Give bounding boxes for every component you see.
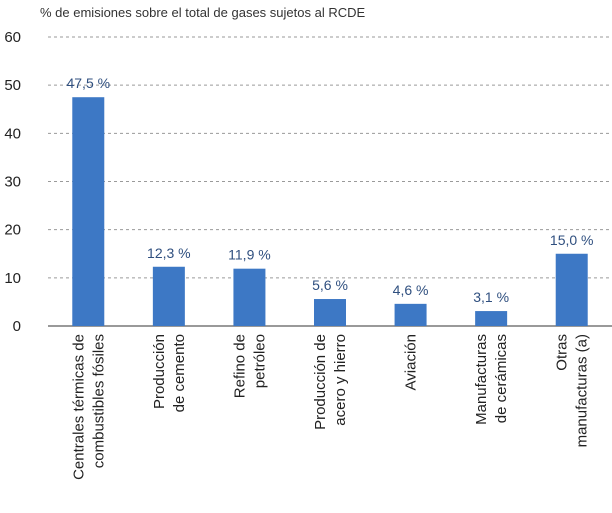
data-label: 5,6 % [312, 277, 348, 293]
category-label-line: Producción [151, 334, 168, 409]
category-label: Manufacturas de cerámicas [473, 334, 510, 425]
category-label-line: de cerámicas [493, 334, 510, 423]
category-label-line: acero y hierro [332, 334, 349, 426]
y-axis-label: % de emisiones sobre el total de gases s… [40, 5, 365, 20]
y-tick-label: 0 [13, 318, 21, 335]
data-label: 47,5 % [66, 75, 110, 91]
y-axis-ticks: 0 10 20 30 40 50 60 [4, 29, 21, 335]
gridlines [48, 36, 612, 279]
category-label-line: de cemento [171, 334, 188, 412]
category-label-line: Centrales térmicas de [70, 334, 87, 480]
data-label: 12,3 % [147, 245, 191, 261]
bar [475, 311, 508, 326]
category-label: Centrales térmicas de combustibles fósile… [70, 334, 107, 480]
bar [72, 97, 105, 326]
y-tick-label: 60 [4, 29, 21, 46]
category-label: Aviación [403, 334, 420, 390]
data-label: 4,6 % [393, 282, 429, 298]
category-label: Otras manufacturas (a) [554, 334, 591, 447]
y-tick-label: 10 [4, 270, 21, 287]
bars [72, 97, 588, 326]
category-labels: Centrales térmicas de combustibles fósile… [70, 334, 590, 480]
category-label-line: manufacturas (a) [574, 334, 591, 447]
bar [233, 268, 266, 326]
category-label-line: Otras [554, 334, 571, 371]
category-label-line: petróleo [251, 334, 268, 388]
data-labels: 47,5 % 12,3 % 11,9 % 5,6 % 4,6 % 3,1 % 15,0 % [66, 75, 593, 305]
y-tick-label: 30 [4, 174, 21, 191]
y-tick-label: 40 [4, 125, 21, 142]
category-label-line: Refino de [231, 334, 248, 398]
bar [314, 299, 346, 326]
bar [394, 303, 427, 326]
category-label-line: Manufacturas [473, 334, 490, 425]
data-label: 15,0 % [550, 232, 594, 248]
category-label: Producción de acero y hierro [312, 334, 349, 430]
bar [152, 266, 185, 326]
category-label-line: Producción de [312, 334, 329, 430]
data-label: 3,1 % [473, 289, 509, 305]
category-label: Refino de petróleo [231, 334, 268, 398]
bar [555, 253, 588, 326]
category-label: Producción de cemento [151, 334, 188, 412]
data-label: 11,9 % [228, 247, 271, 263]
category-label-line: combustibles fósiles [90, 334, 107, 468]
y-tick-label: 50 [4, 77, 21, 94]
category-label-line: Aviación [403, 334, 420, 390]
y-tick-label: 20 [4, 222, 21, 239]
